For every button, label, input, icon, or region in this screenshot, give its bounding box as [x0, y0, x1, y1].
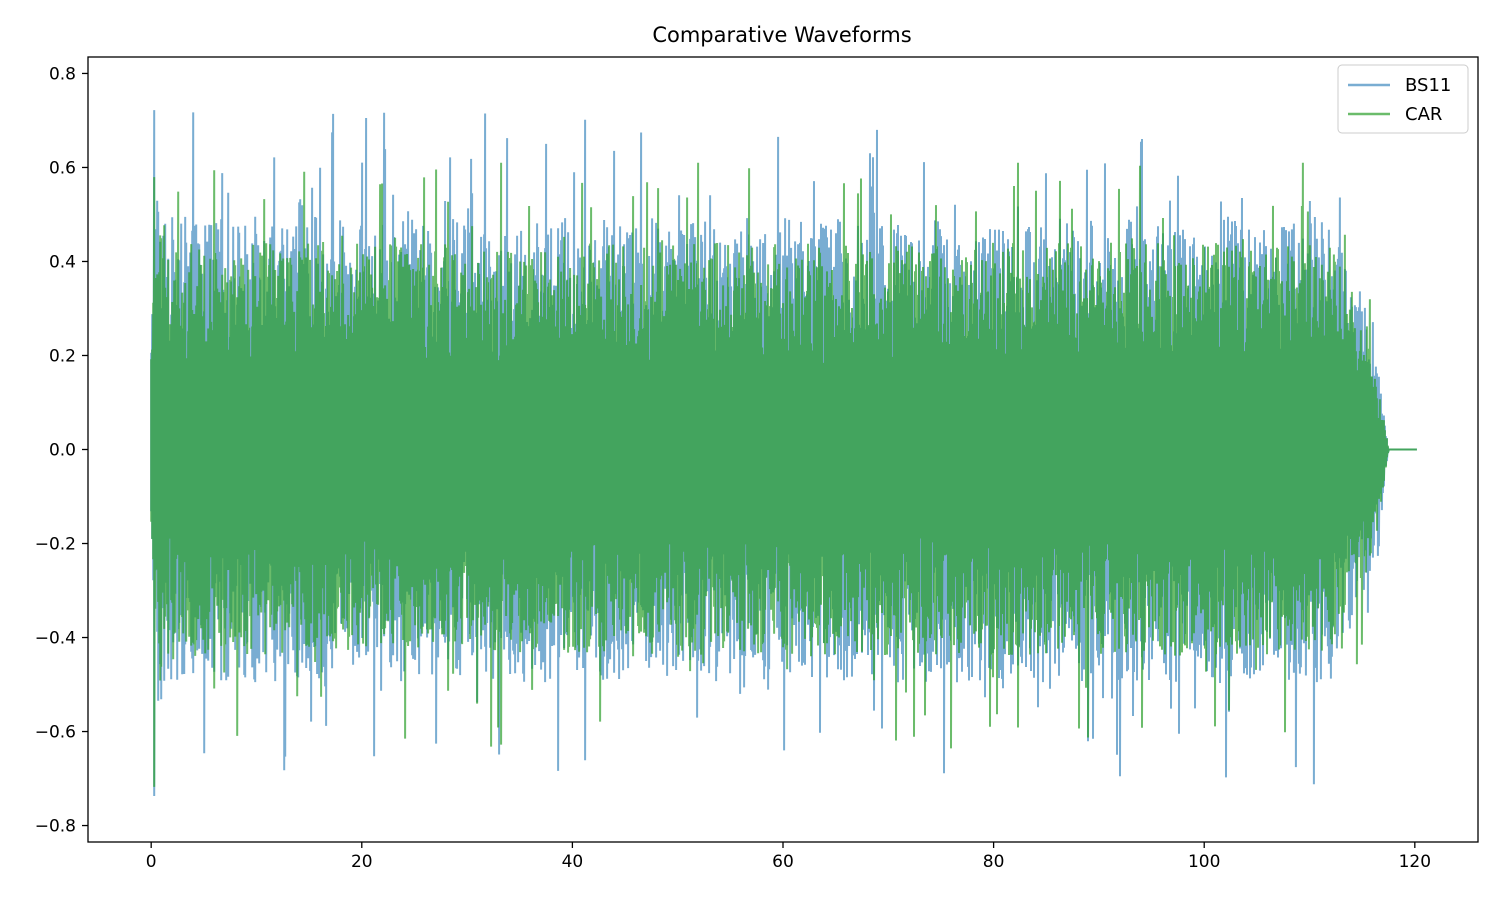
- y-tick-label: 0.4: [49, 252, 76, 272]
- y-tick-label: −0.8: [35, 817, 76, 837]
- x-tick-label: 60: [772, 852, 794, 872]
- x-tick-label: 0: [146, 852, 157, 872]
- legend: BS11 CAR: [1337, 64, 1469, 134]
- y-tick-label: −0.4: [35, 629, 76, 649]
- y-tick-label: 0.0: [49, 441, 76, 461]
- chart-title: Comparative Waveforms: [652, 23, 911, 47]
- y-tick-label: −0.6: [35, 723, 76, 743]
- series-line-car: [150, 162, 1417, 787]
- y-tick-label: 0.2: [49, 346, 76, 366]
- axes-layer: 0 20 40 60 80 100 120 −0.8 −0.6 −0.4 −0.2 0.0 0.2 0.4…: [35, 56, 1479, 872]
- x-tick-label: 120: [1399, 852, 1431, 872]
- x-tick-label: 20: [351, 852, 373, 872]
- legend-label-car: CAR: [1405, 104, 1442, 125]
- x-tick-label: 80: [983, 852, 1005, 872]
- y-tick-label: 0.6: [49, 158, 76, 178]
- plot-layer: [150, 110, 1417, 797]
- x-tick-label: 40: [562, 852, 584, 872]
- legend-label-bs11: BS11: [1405, 75, 1451, 96]
- y-tick-label: −0.2: [35, 535, 76, 555]
- legend-box: [1337, 64, 1469, 134]
- y-tick-label: 0.8: [49, 64, 76, 84]
- x-tick-label: 100: [1188, 852, 1220, 872]
